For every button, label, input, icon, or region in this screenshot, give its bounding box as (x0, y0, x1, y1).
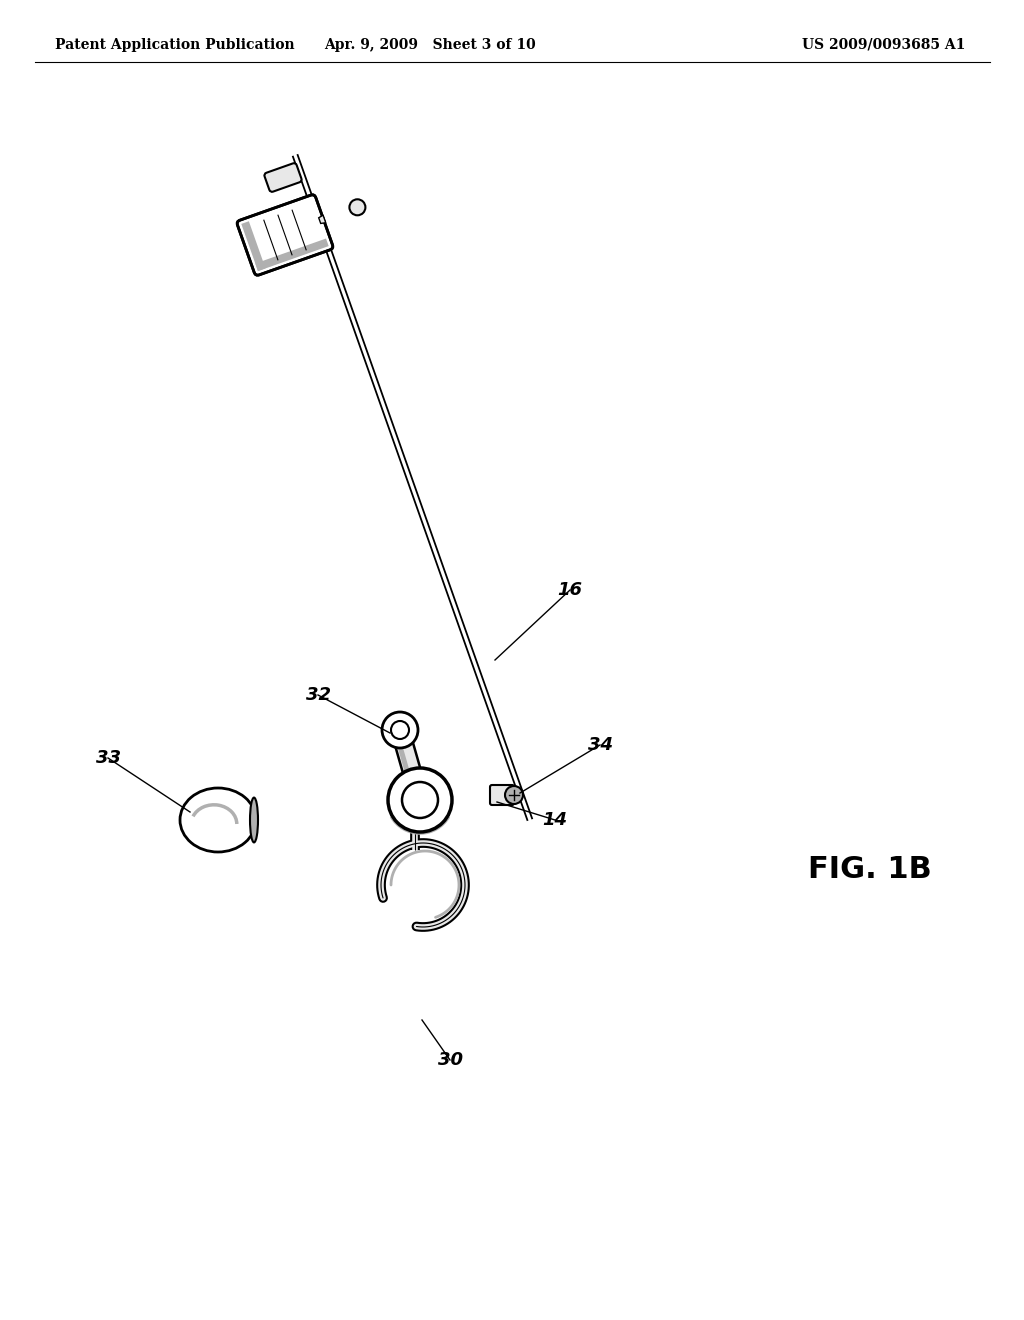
Text: Patent Application Publication: Patent Application Publication (55, 38, 295, 51)
Circle shape (349, 199, 366, 215)
FancyBboxPatch shape (490, 785, 514, 805)
Text: 16: 16 (557, 581, 583, 599)
Text: US 2009/0093685 A1: US 2009/0093685 A1 (802, 38, 965, 51)
Text: FIG. 1B: FIG. 1B (808, 855, 932, 884)
Ellipse shape (180, 788, 256, 851)
Text: 14: 14 (543, 810, 567, 829)
FancyBboxPatch shape (391, 726, 429, 804)
FancyBboxPatch shape (393, 730, 418, 803)
Text: 33: 33 (95, 748, 121, 767)
Circle shape (382, 711, 418, 748)
Polygon shape (242, 222, 265, 271)
Text: 30: 30 (437, 1051, 463, 1069)
Polygon shape (255, 239, 329, 271)
FancyBboxPatch shape (238, 195, 333, 275)
Text: 34: 34 (588, 737, 612, 754)
Circle shape (391, 721, 409, 739)
FancyBboxPatch shape (264, 164, 302, 191)
Polygon shape (318, 215, 326, 223)
Text: Apr. 9, 2009   Sheet 3 of 10: Apr. 9, 2009 Sheet 3 of 10 (325, 38, 536, 51)
Circle shape (388, 768, 452, 832)
Circle shape (402, 781, 438, 818)
Text: 32: 32 (305, 686, 331, 704)
Circle shape (505, 785, 523, 804)
Ellipse shape (250, 797, 258, 842)
